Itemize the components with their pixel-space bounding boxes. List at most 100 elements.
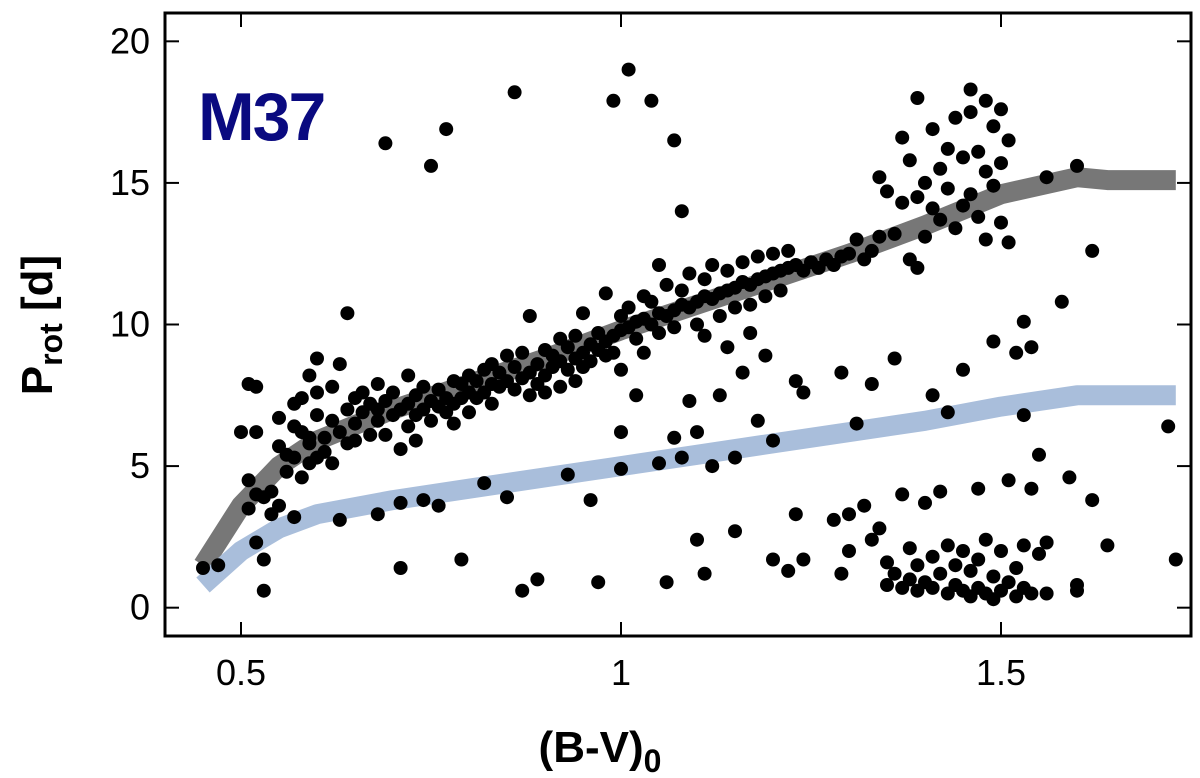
data-point (325, 413, 340, 428)
data-point (500, 490, 514, 505)
data-point (766, 433, 780, 448)
data-point (690, 532, 704, 547)
data-point (287, 510, 302, 525)
data-point (1070, 583, 1084, 598)
data-point (332, 512, 347, 527)
data-point (918, 175, 932, 190)
data-point (887, 351, 902, 366)
data-point (348, 416, 362, 431)
data-point (484, 396, 499, 411)
data-point (743, 326, 758, 340)
data-point (690, 425, 704, 440)
data-point (940, 538, 955, 553)
data-point (880, 578, 894, 592)
data-point (606, 345, 621, 360)
data-point (332, 425, 347, 440)
data-point (1070, 158, 1084, 173)
data-point (416, 493, 431, 508)
data-point (264, 484, 279, 499)
data-point (682, 266, 697, 281)
data-point (971, 481, 986, 496)
data-point (439, 122, 454, 137)
data-point (1039, 535, 1054, 550)
y-tick-label: 20 (110, 20, 150, 61)
data-point (933, 212, 948, 227)
data-point (424, 413, 438, 428)
data-point (507, 85, 522, 100)
y-tick-label: 10 (110, 304, 150, 345)
data-point (925, 122, 940, 137)
data-point (940, 405, 955, 420)
data-point (864, 243, 879, 258)
data-point (933, 484, 948, 499)
data-point (659, 575, 674, 590)
data-point (294, 470, 309, 485)
data-point (910, 190, 925, 205)
data-point (530, 357, 545, 372)
data-point (431, 498, 446, 513)
data-point (667, 430, 682, 445)
data-point (401, 419, 416, 434)
data-point (902, 153, 917, 168)
data-point (978, 532, 993, 547)
data-point (978, 164, 993, 179)
data-point (971, 552, 986, 567)
data-point (241, 473, 256, 488)
data-point (614, 425, 628, 440)
data-point (849, 232, 864, 247)
data-point (614, 461, 628, 476)
data-point (971, 209, 986, 224)
data-point (393, 561, 408, 575)
data-point (963, 105, 978, 120)
data-point (766, 552, 780, 567)
data-point (834, 566, 849, 581)
data-point (576, 306, 590, 321)
y-tick-label: 5 (130, 445, 150, 486)
y-axis-label: Prot [d] (13, 255, 69, 395)
data-point (1161, 419, 1176, 434)
data-point (758, 348, 773, 363)
data-point (1009, 561, 1024, 575)
data-point (386, 385, 400, 400)
data-point (697, 328, 712, 343)
data-point (963, 187, 978, 202)
data-point (728, 524, 742, 539)
data-point (956, 198, 970, 213)
data-point (310, 408, 324, 423)
data-point (925, 388, 940, 403)
data-point (720, 340, 735, 355)
data-point (766, 246, 780, 261)
data-point (910, 558, 925, 573)
data-point (325, 456, 340, 471)
data-point (940, 181, 955, 196)
data-point (705, 258, 720, 272)
data-point (1062, 470, 1077, 485)
x-tick-label: 1 (611, 652, 631, 693)
data-point (728, 450, 742, 465)
data-point (287, 450, 302, 465)
data-point (249, 379, 264, 394)
data-point (1039, 586, 1054, 601)
data-point (515, 345, 530, 360)
data-point (211, 558, 226, 573)
data-point (644, 93, 659, 108)
data-point (674, 283, 689, 298)
data-point (279, 464, 294, 479)
data-point (614, 362, 628, 377)
cluster-label: M37 (198, 79, 324, 155)
data-point (530, 572, 545, 587)
data-point (1032, 447, 1046, 462)
data-point (378, 136, 393, 151)
data-point (978, 93, 993, 108)
data-point (925, 201, 940, 216)
data-point (310, 385, 324, 400)
data-point (1024, 586, 1039, 601)
data-point (880, 184, 894, 199)
data-point (682, 394, 697, 408)
data-point (895, 195, 910, 210)
data-point (234, 425, 248, 440)
data-point (560, 340, 575, 355)
data-point (842, 507, 856, 522)
data-point (560, 362, 575, 377)
data-point (1009, 345, 1024, 360)
